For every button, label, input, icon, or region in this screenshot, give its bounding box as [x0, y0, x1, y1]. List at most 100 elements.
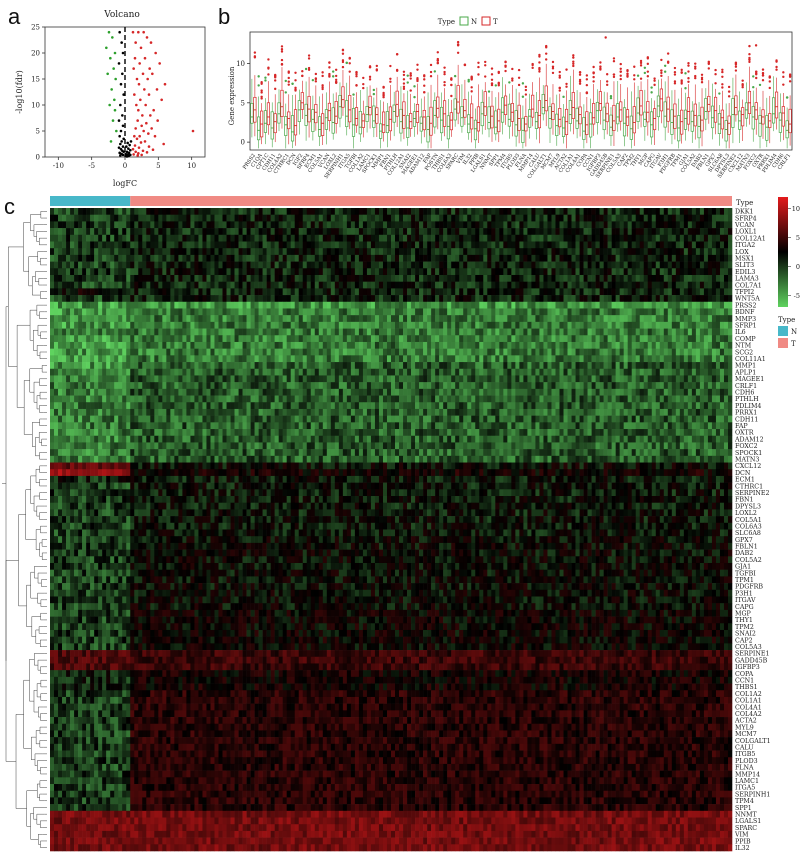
heatmap-cell: [362, 254, 368, 262]
heatmap-cell: [603, 234, 608, 242]
box-outlier: [260, 89, 263, 92]
heatmap-cell: [270, 281, 275, 289]
heatmap-cell: [86, 261, 91, 269]
heatmap-cell: [627, 248, 632, 256]
heatmap-cell: [62, 308, 67, 316]
box-outlier: [660, 71, 663, 75]
heatmap-cell: [310, 295, 316, 303]
heatmap-cell: [230, 228, 235, 236]
box-outlier: [558, 89, 561, 92]
heatmap-cell: [691, 281, 697, 289]
heatmap-cell: [603, 241, 608, 249]
heatmap-cell: [707, 288, 713, 296]
heatmap-cell: [146, 241, 151, 249]
heatmap-cell: [579, 228, 584, 236]
heatmap-cell: [278, 328, 283, 336]
heatmap-cell: [407, 228, 412, 236]
heatmap-cell: [659, 221, 665, 229]
heatmap-cell: [503, 254, 508, 262]
heatmap-cell: [451, 274, 456, 282]
box-outlier: [585, 78, 589, 81]
heatmap-cell: [503, 234, 508, 242]
heatmap-cell: [467, 208, 472, 215]
heatmap-cell: [559, 268, 564, 276]
heatmap-cell: [423, 315, 428, 323]
heatmap-cell: [427, 234, 432, 242]
heatmap-cell: [226, 274, 231, 282]
heatmap-cell: [627, 228, 632, 236]
heatmap-cell: [214, 248, 219, 256]
heatmap-cell: [290, 241, 296, 249]
heatmap-cell: [246, 335, 251, 343]
box-outlier: [687, 62, 690, 65]
heatmap-cell: [182, 288, 187, 296]
heatmap-cell: [667, 328, 673, 336]
heatmap-cell: [78, 335, 83, 343]
heatmap-cell: [631, 288, 637, 296]
heatmap-cell: [70, 221, 75, 229]
heatmap-cell: [639, 315, 645, 323]
heatmap-cell: [599, 241, 604, 249]
box-outlier: [406, 74, 409, 77]
heatmap-cell: [66, 321, 71, 329]
heatmap-cell: [491, 301, 496, 309]
heatmap-cell: [194, 228, 199, 236]
heatmap-cell: [210, 214, 215, 222]
heatmap-cell: [226, 261, 231, 269]
heatmap-cell: [667, 254, 673, 262]
heatmap-cell: [130, 321, 135, 329]
heatmap-cell: [66, 315, 71, 323]
heatmap-cell: [382, 295, 388, 303]
heatmap-cell: [358, 248, 364, 256]
heatmap-cell: [86, 288, 91, 296]
heatmap-cell: [507, 315, 512, 323]
heatmap-cell: [547, 321, 552, 329]
box-outlier: [694, 76, 697, 80]
heatmap-cell: [366, 274, 372, 282]
heatmap-cell: [322, 274, 328, 282]
heatmap-cell: [491, 308, 496, 316]
heatmap-cell: [711, 301, 717, 309]
heatmap-cell: [579, 221, 584, 229]
heatmap-cell: [707, 274, 713, 282]
heatmap-cell: [555, 301, 560, 309]
box-outlier: [524, 88, 528, 92]
heatmap-cell: [443, 268, 448, 276]
heatmap-cell: [306, 248, 312, 256]
heatmap-cell: [282, 281, 287, 289]
box-outlier: [280, 48, 284, 51]
heatmap-cell: [166, 228, 171, 236]
heatmap-cell: [511, 248, 516, 256]
heatmap-cell: [539, 221, 544, 229]
heatmap-cell: [214, 281, 219, 289]
box-outlier: [280, 63, 284, 66]
heatmap-cell: [70, 241, 75, 249]
heatmap-cell: [423, 228, 428, 236]
heatmap-cell: [567, 321, 572, 329]
heatmap-cell: [362, 214, 368, 222]
heatmap-cell: [226, 221, 231, 229]
heatmap-cell: [699, 315, 705, 323]
heatmap-cell: [695, 221, 701, 229]
heatmap-cell: [563, 214, 568, 222]
heatmap-cell: [82, 274, 87, 282]
heatmap-cell: [607, 234, 612, 242]
heatmap-cell: [322, 241, 328, 249]
heatmap-cell: [683, 328, 689, 336]
heatmap-cell: [362, 248, 368, 256]
heatmap-cell: [675, 295, 681, 303]
heatmap-cell: [695, 321, 701, 329]
heatmap-cell: [202, 315, 207, 323]
heatmap-cell: [679, 261, 685, 269]
heatmap-cell: [118, 248, 123, 256]
heatmap-cell: [595, 254, 600, 262]
volcano-point-down: [114, 77, 117, 81]
heatmap-cell: [234, 288, 239, 296]
heatmap-cell: [567, 234, 572, 242]
heatmap-cell: [166, 301, 171, 309]
box-outlier: [721, 68, 724, 71]
heatmap-cell: [459, 301, 464, 309]
heatmap-cell: [607, 274, 612, 282]
heatmap-cell: [619, 228, 624, 236]
heatmap-cell: [102, 335, 107, 343]
